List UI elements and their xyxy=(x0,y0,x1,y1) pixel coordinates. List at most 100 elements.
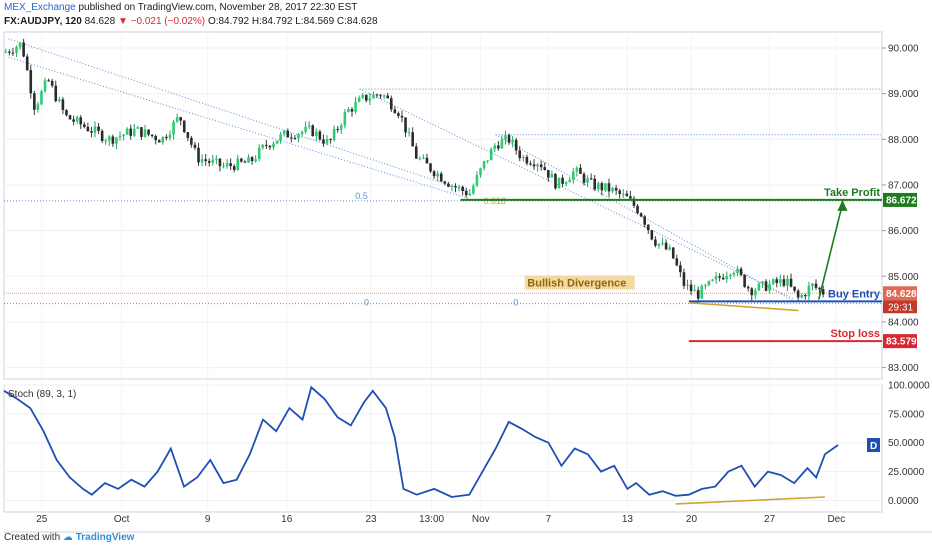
candle-body xyxy=(686,284,689,286)
candle-body xyxy=(150,134,154,136)
candle-body xyxy=(725,275,729,280)
candle-body xyxy=(115,137,118,144)
candle-body xyxy=(165,136,168,139)
candle-body xyxy=(404,117,407,133)
candle-body xyxy=(90,131,93,133)
candle-body xyxy=(125,128,129,135)
candle-body xyxy=(282,130,286,135)
candle-body xyxy=(418,158,422,160)
candle-body xyxy=(621,193,625,195)
candle-body xyxy=(411,132,414,147)
candle-body xyxy=(307,125,311,127)
candle-body xyxy=(190,137,193,145)
candle-body xyxy=(8,51,11,53)
chart-header-publisher: MEX_Exchange published on TradingView.co… xyxy=(4,2,357,13)
candle-body xyxy=(297,134,300,139)
candle-body xyxy=(675,258,679,266)
candle-body xyxy=(22,42,25,57)
candle-body xyxy=(514,139,518,151)
candle-body xyxy=(525,156,529,164)
candle-body xyxy=(136,127,140,129)
candle-body xyxy=(382,95,386,97)
candle-body xyxy=(186,132,190,138)
candle-body xyxy=(814,283,818,288)
candle-body xyxy=(300,131,304,135)
candle-body xyxy=(257,147,261,160)
stoch-divergence-line xyxy=(675,496,825,505)
price-pane[interactable] xyxy=(3,31,883,380)
candle-body xyxy=(668,247,671,250)
candle-body xyxy=(657,243,661,246)
candle-body xyxy=(575,167,579,172)
candle-body xyxy=(582,173,586,183)
time-tick-label: 25 xyxy=(36,514,48,525)
candle-body xyxy=(311,125,315,137)
scale-badge[interactable] xyxy=(867,438,880,453)
candle-body xyxy=(329,139,332,141)
candle-body xyxy=(693,290,696,292)
candle-body xyxy=(714,276,718,280)
candle-body xyxy=(361,94,365,98)
candle-body xyxy=(689,284,693,292)
candle-body xyxy=(293,137,297,139)
candle-body xyxy=(436,173,439,177)
tradingview-brand[interactable]: TradingView xyxy=(75,532,135,543)
candle-body xyxy=(629,196,632,199)
candle-body xyxy=(204,159,207,161)
time-tick-label: Dec xyxy=(827,514,845,525)
candle-body xyxy=(33,93,36,110)
candle-body xyxy=(611,187,614,192)
candle-body xyxy=(425,157,429,164)
candle-body xyxy=(472,185,475,194)
candle-body xyxy=(593,178,597,190)
stop-loss-price-badge xyxy=(883,334,917,349)
time-tick-label: 13:00 xyxy=(419,514,444,525)
take-profit-arrow-shaft xyxy=(818,203,844,300)
stoch-series-line[interactable] xyxy=(3,385,839,498)
price-tick-label: 83.000 xyxy=(888,363,919,374)
candle-body xyxy=(636,205,639,214)
candle-body xyxy=(315,131,318,137)
candle-body xyxy=(671,247,675,259)
candle-body xyxy=(40,91,43,105)
candle-body xyxy=(200,159,204,163)
candle-body xyxy=(232,166,236,170)
stoch-pane[interactable] xyxy=(3,384,883,513)
candle-body xyxy=(332,128,336,140)
publisher-link[interactable]: MEX_Exchange xyxy=(4,2,76,13)
candle-body xyxy=(75,117,79,122)
candle-body xyxy=(803,295,807,297)
candle-body xyxy=(118,136,122,138)
candle-body xyxy=(561,177,564,184)
candle-body xyxy=(250,157,254,162)
candle-body xyxy=(457,186,461,188)
candle-body xyxy=(354,101,357,112)
candle-body xyxy=(389,98,393,110)
candle-body xyxy=(261,144,265,148)
candle-body xyxy=(275,140,279,144)
candle-body xyxy=(143,129,147,137)
candle-body xyxy=(357,97,361,102)
candle-body xyxy=(454,186,457,188)
candle-body xyxy=(800,295,804,298)
candle-body xyxy=(632,198,636,206)
candle-body xyxy=(132,128,136,136)
candle-body xyxy=(721,277,725,280)
candle-body xyxy=(157,140,161,143)
candle-body xyxy=(746,286,750,289)
candle-body xyxy=(789,278,793,287)
candle-body xyxy=(779,279,782,283)
candle-body xyxy=(711,279,714,281)
candle-body xyxy=(58,99,61,102)
candle-body xyxy=(439,173,443,182)
candle-body xyxy=(407,132,411,134)
candle-body xyxy=(739,268,743,275)
candle-body xyxy=(175,117,179,122)
candle-body xyxy=(482,161,486,169)
candle-body xyxy=(464,191,468,196)
candle-body xyxy=(140,127,143,137)
candle-body xyxy=(154,135,157,141)
candle-body xyxy=(596,183,600,190)
candle-body xyxy=(25,56,29,71)
